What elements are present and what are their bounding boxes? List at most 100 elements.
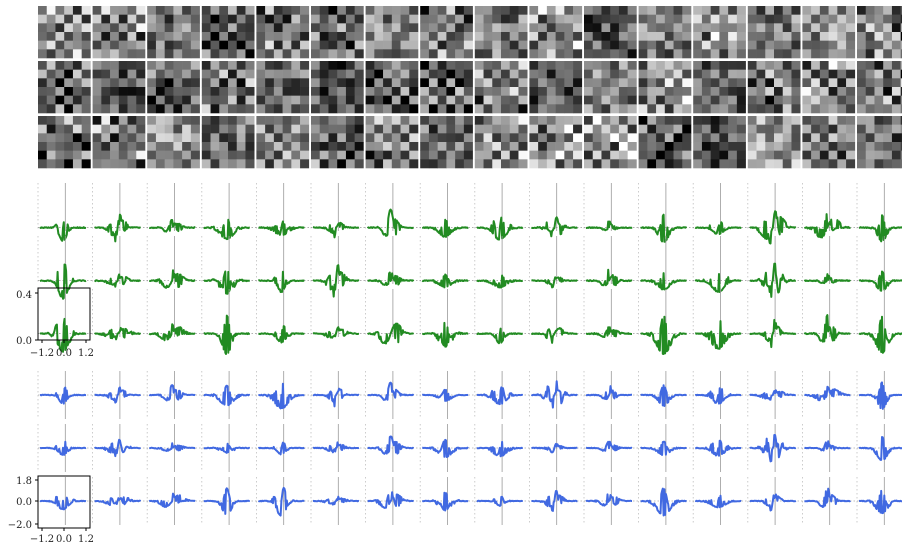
filter-cell xyxy=(136,78,146,88)
filter-cell xyxy=(118,32,128,41)
filter-cell xyxy=(365,40,375,50)
filter-cell xyxy=(173,32,183,41)
filter-cell xyxy=(81,95,91,105)
filter-cell xyxy=(774,6,784,15)
filter-cell xyxy=(319,159,329,169)
filter-cell xyxy=(802,40,812,50)
filter-cell xyxy=(656,104,666,114)
filter-cell xyxy=(883,124,893,134)
filter-cell xyxy=(846,14,856,24)
filter-cell xyxy=(693,159,703,169)
filter-cell xyxy=(265,78,275,88)
filter-cell xyxy=(311,14,321,24)
filter-cell xyxy=(219,159,229,169)
filter-cell xyxy=(874,23,884,33)
filter-cell xyxy=(164,69,174,79)
filter-cell xyxy=(627,6,637,15)
filter-tile xyxy=(529,6,583,59)
filter-cell xyxy=(802,78,812,88)
filter-cell xyxy=(345,87,355,96)
filter-cell xyxy=(483,49,493,59)
filter-cell xyxy=(656,23,666,33)
filter-cell xyxy=(828,104,838,114)
filter-cell xyxy=(228,40,238,50)
filter-cell xyxy=(483,159,493,169)
filter-cell xyxy=(837,40,847,50)
filter-cell xyxy=(72,116,82,125)
filter-cell xyxy=(819,116,829,125)
filter-cell xyxy=(828,6,838,15)
filter-cell xyxy=(136,150,146,160)
filter-cell xyxy=(900,95,902,105)
filter-cell xyxy=(811,104,821,114)
filter-cell xyxy=(236,6,246,15)
filter-cell xyxy=(182,133,192,143)
filter-cell xyxy=(228,142,238,151)
filter-cell xyxy=(719,124,729,134)
filter-cell xyxy=(265,40,275,50)
filter-cell xyxy=(710,116,720,125)
filter-cell xyxy=(446,69,456,79)
filter-cell xyxy=(828,61,838,70)
green-trace xyxy=(476,216,524,241)
filter-cell xyxy=(455,104,465,114)
filter-cell xyxy=(765,87,775,96)
green-trace xyxy=(640,213,688,243)
filter-cell xyxy=(118,61,128,70)
filter-cell xyxy=(46,95,56,105)
filter-cell xyxy=(110,23,120,33)
filter-cell xyxy=(584,14,594,24)
filter-cell xyxy=(774,124,784,134)
filter-cell xyxy=(728,78,738,88)
filter-cell xyxy=(564,69,574,79)
filter-cell xyxy=(610,116,620,125)
filter-cell xyxy=(664,49,674,59)
filter-cell xyxy=(601,104,611,114)
filter-cell xyxy=(782,32,792,41)
filter-cell xyxy=(319,104,329,114)
filter-cell xyxy=(118,40,128,50)
filter-cell xyxy=(492,40,502,50)
filter-cell xyxy=(664,61,674,70)
filter-cell xyxy=(601,32,611,41)
green-trace xyxy=(476,327,523,345)
filter-cell xyxy=(719,6,729,15)
filter-cell xyxy=(802,95,812,105)
filter-cell xyxy=(638,23,648,33)
filter-cell xyxy=(127,142,137,151)
filter-cell xyxy=(155,49,165,59)
filter-cell xyxy=(136,142,146,151)
filter-cell xyxy=(55,150,65,160)
filter-cell xyxy=(518,142,528,151)
filter-cell xyxy=(463,40,473,50)
filter-cell xyxy=(610,6,620,15)
filter-cell xyxy=(883,78,893,88)
filter-cell xyxy=(501,14,511,24)
filter-cell xyxy=(110,159,120,169)
blue-trace xyxy=(94,386,141,404)
filter-cell xyxy=(736,124,746,134)
filter-cell xyxy=(345,40,355,50)
filter-cell xyxy=(682,32,692,41)
filter-cell xyxy=(874,6,884,15)
filter-cell xyxy=(664,69,674,79)
filter-cell xyxy=(509,78,519,88)
filter-cell xyxy=(618,49,628,59)
filter-cell xyxy=(837,95,847,105)
filter-cell xyxy=(236,133,246,143)
filter-cell xyxy=(900,32,902,41)
filter-cell xyxy=(656,150,666,160)
filter-cell xyxy=(828,32,838,41)
blue-trace xyxy=(203,487,250,515)
filter-cell xyxy=(791,104,801,114)
filter-cell xyxy=(610,49,620,59)
green-trace xyxy=(531,276,578,289)
filter-cell xyxy=(874,95,884,105)
filter-cell xyxy=(420,95,430,105)
filter-cell xyxy=(265,142,275,151)
filter-cell xyxy=(383,32,393,41)
filter-cell xyxy=(584,95,594,105)
filter-cell xyxy=(765,49,775,59)
filter-cell xyxy=(190,142,200,151)
filter-cell xyxy=(673,87,683,96)
